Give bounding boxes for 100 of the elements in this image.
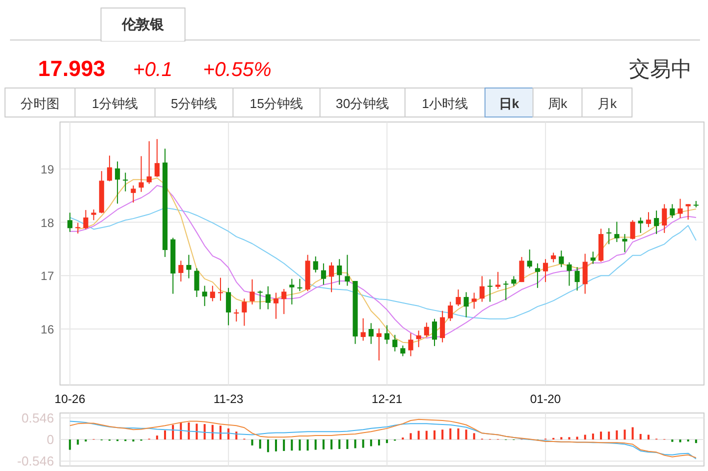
bar [576,436,578,440]
x-tick-label: 10-26 [54,392,86,406]
bar [330,440,332,450]
candlestick [273,292,278,320]
bar [164,430,166,440]
candlestick [210,285,216,302]
candlestick [130,184,136,204]
candlestick [297,278,302,292]
candlestick [376,328,382,361]
bar [434,430,436,440]
candlestick [511,276,516,286]
candlestick [384,324,390,344]
y-tick-label: -0.546 [17,454,54,469]
bar [172,424,174,440]
candlestick [138,156,144,192]
bar [584,434,586,440]
candlestick [424,322,430,338]
candlestick [456,289,461,307]
candlestick [75,222,80,234]
bar [346,440,348,449]
candlestick [178,260,184,282]
candlestick [432,318,438,347]
candlestick [392,334,398,352]
candlestick [360,318,366,342]
bar [592,434,594,440]
candlestick [234,308,239,322]
candlestick [202,285,208,307]
bar [679,440,682,442]
text: 1小时线 [422,96,468,111]
candlestick [503,280,508,301]
bar [410,433,412,440]
candlestick [646,212,652,228]
bar [418,430,420,440]
text: 1分钟线 [92,96,138,111]
candlestick [606,228,612,245]
y-tick-label: 19 [40,162,54,176]
bar [76,440,79,445]
candlestick [440,310,445,343]
bar [616,430,618,440]
bar [695,440,698,444]
candlestick [250,278,255,305]
text: 5分钟线 [170,96,218,111]
bar [386,440,388,444]
text: 日k [498,96,520,111]
bar [354,440,356,448]
bar [640,434,642,440]
y-tick-label: 16 [40,322,54,336]
y-tick-label: 18 [40,216,54,230]
bar [306,440,309,451]
bar [267,440,270,452]
candlestick [527,249,532,269]
bar [338,440,340,449]
x-tick-label: 11-23 [214,392,244,406]
candlestick [670,204,675,219]
bar [370,440,372,446]
candlestick [400,345,406,357]
bar [290,440,293,451]
text: 15分钟线 [250,96,304,111]
candlestick [344,254,350,286]
chart-title: 伦敦银 [121,16,165,32]
candlestick [622,234,628,253]
candlestick [614,221,620,243]
bar [298,440,301,451]
text: 30分钟线 [336,96,390,111]
candlestick [67,212,72,232]
text: 月k [597,96,618,111]
text: 分时图 [20,96,60,111]
bar [378,440,380,446]
bar [600,432,602,440]
text: 周k [548,96,568,111]
candlestick [638,216,644,234]
candlestick [328,262,334,293]
candlestick [242,298,247,326]
bar [220,426,222,440]
bar [156,436,158,440]
candlestick [590,251,596,264]
bar [322,440,325,450]
candlestick [154,138,160,178]
bar [204,424,206,440]
candlestick [114,160,120,204]
bar [648,434,650,440]
candlestick [487,278,492,302]
candlestick [519,256,524,283]
candlestick [495,271,500,290]
candlestick [464,292,469,318]
candlestick [408,332,414,357]
candlestick [535,262,540,288]
candlestick [289,278,294,305]
bar [457,428,460,440]
candlestick [472,292,477,310]
line-series [69,207,697,320]
candlestick [566,262,572,286]
candlestick [686,204,691,220]
candlestick [542,258,548,283]
x-tick-label: 12-21 [372,392,403,406]
bar [259,440,262,449]
bar [314,440,317,450]
candlestick [281,288,286,315]
candlestick [218,277,224,302]
bar [632,427,634,440]
